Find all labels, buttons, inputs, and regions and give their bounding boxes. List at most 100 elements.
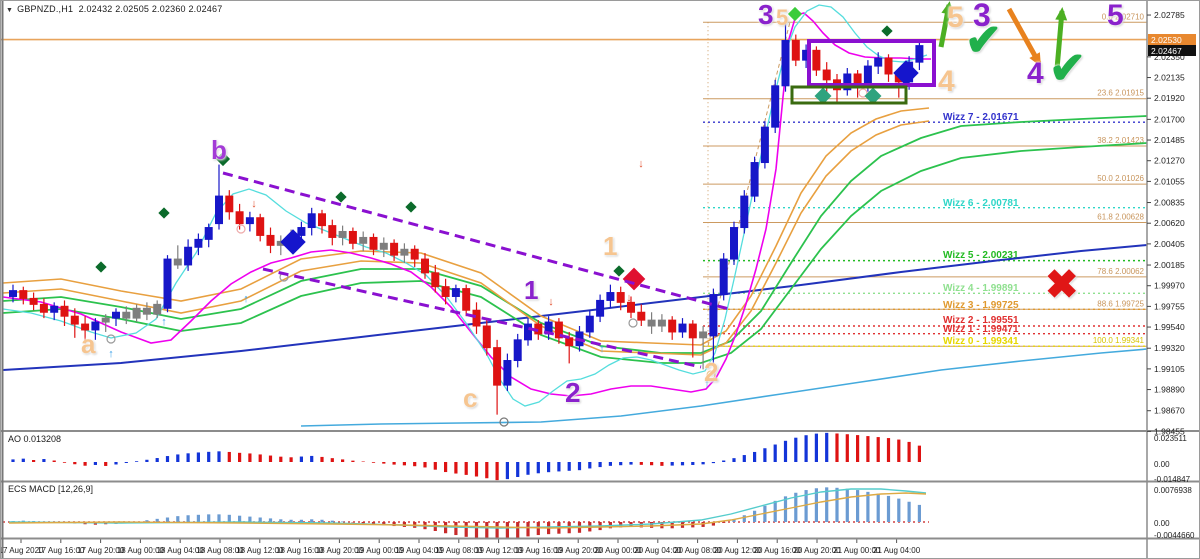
svg-text:2.01270: 2.01270 <box>1154 156 1185 166</box>
fractal-up-arrow-icon: ↑ <box>243 293 249 305</box>
annotation-wave-1-purple: 1 <box>524 275 539 305</box>
svg-text:19 Aug 08:00: 19 Aug 08:00 <box>435 546 483 555</box>
macd-line <box>8 488 927 529</box>
fractal-down-arrow-icon: ↓ <box>548 296 554 308</box>
svg-text:100.0 1.99341: 100.0 1.99341 <box>1093 336 1145 345</box>
svg-text:0.00: 0.00 <box>1154 519 1170 528</box>
diamond-marker <box>335 191 347 203</box>
svg-text:2.00835: 2.00835 <box>1154 198 1185 208</box>
fractal-up-arrow-icon: ↑ <box>599 343 605 355</box>
diamond-marker <box>158 207 170 219</box>
annotation-wave-c: c <box>463 383 478 413</box>
swing-circle-marker <box>628 318 638 328</box>
price-levels: 0.0 2.02710 23.6 2.01915 38.2 2.01423 50.0 … <box>1 12 1147 347</box>
svg-text:1.99970: 1.99970 <box>1154 281 1185 291</box>
svg-text:2.02467: 2.02467 <box>1151 46 1182 56</box>
svg-text:-0.0044660: -0.0044660 <box>1154 531 1195 540</box>
svg-text:Wizz 5 - 2.00231: Wizz 5 - 2.00231 <box>943 250 1019 261</box>
svg-text:2.02135: 2.02135 <box>1154 73 1185 83</box>
svg-text:2.02785: 2.02785 <box>1154 10 1185 20</box>
svg-text:1.98890: 1.98890 <box>1154 385 1185 395</box>
annotation-wave-5-purple: 5 <box>1107 0 1124 32</box>
svg-text:21 Aug 00:00: 21 Aug 00:00 <box>833 546 881 555</box>
cross-icon: ✖ <box>1045 263 1079 307</box>
svg-text:2.02350: 2.02350 <box>1154 52 1185 62</box>
ma-navy-slow <box>2 244 1148 371</box>
svg-text:2.01700: 2.01700 <box>1154 114 1185 124</box>
svg-text:19 Aug 16:00: 19 Aug 16:00 <box>515 546 563 555</box>
macd-signal-line <box>8 492 927 529</box>
price-badge <box>1148 45 1196 56</box>
ma-cyan-slow <box>300 348 1148 427</box>
svg-text:Wizz 7 - 2.01671: Wizz 7 - 2.01671 <box>943 112 1019 123</box>
ao-panel <box>11 432 922 481</box>
annotation-wave-2-orange: 2 <box>704 357 719 387</box>
svg-text:0.00: 0.00 <box>1154 460 1170 469</box>
svg-text:2.00620: 2.00620 <box>1154 218 1185 228</box>
channel-upper <box>222 171 730 311</box>
svg-text:18 Aug 04:00: 18 Aug 04:00 <box>157 546 205 555</box>
diamond-marker <box>280 229 306 255</box>
svg-text:18 Aug 00:00: 18 Aug 00:00 <box>117 546 165 555</box>
svg-text:Wizz 1 - 1.99471: Wizz 1 - 1.99471 <box>943 324 1019 335</box>
drawing-objects <box>222 1 1068 369</box>
svg-text:17 Aug 20:00: 17 Aug 20:00 <box>77 546 125 555</box>
annotation-wave-2-purple: 2 <box>565 377 581 408</box>
svg-text:78.6 2.00062: 78.6 2.00062 <box>1097 267 1144 276</box>
svg-text:19 Aug 12:00: 19 Aug 12:00 <box>475 546 523 555</box>
diamond-marker <box>881 25 893 37</box>
ma-green-upper <box>2 115 1148 354</box>
svg-text:Wizz 3 - 1.99725: Wizz 3 - 1.99725 <box>943 300 1019 311</box>
svg-text:1.98670: 1.98670 <box>1154 406 1185 416</box>
svg-text:0.023511: 0.023511 <box>1154 434 1187 443</box>
diamond-marker <box>814 87 832 105</box>
ma-green-lower <box>2 142 1148 364</box>
diamond-marker <box>95 261 107 273</box>
chart-markers: ↑ ↑ ↑ ↑ ↑ ↓ ↓ ↓ ↓ <box>95 6 919 427</box>
diamond-marker <box>864 87 882 105</box>
price-badge <box>1148 34 1196 45</box>
svg-text:38.2 2.01423: 38.2 2.01423 <box>1097 136 1144 145</box>
check-icon-2: ✔ <box>1049 44 1086 93</box>
candles <box>9 18 924 415</box>
annotation-wave-4-purple: 4 <box>1027 57 1044 90</box>
support-box-green <box>790 85 908 105</box>
annotation-wave-3-purple: 3 <box>758 0 774 30</box>
fractal-up-arrow-icon: ↑ <box>704 378 710 390</box>
swing-circle-marker <box>706 370 716 380</box>
ma-magenta <box>2 12 931 397</box>
svg-text:-0.014847: -0.014847 <box>1154 475 1191 484</box>
annotation-wave-3-purple-2: 3 <box>973 0 991 33</box>
svg-text:19 Aug 04:00: 19 Aug 04:00 <box>395 546 443 555</box>
fractal-down-arrow-icon: ↓ <box>251 198 257 210</box>
annotation-wave-5-orange-small: 5 <box>776 5 789 30</box>
svg-text:2.01055: 2.01055 <box>1154 176 1185 186</box>
swing-circle-marker <box>499 417 509 427</box>
svg-text:Wizz 4 - 1.99891: Wizz 4 - 1.99891 <box>943 283 1019 294</box>
svg-text:18 Aug 16:00: 18 Aug 16:00 <box>276 546 324 555</box>
fractal-down-arrow-icon: ↓ <box>626 292 632 304</box>
svg-text:1.98455: 1.98455 <box>1154 426 1185 436</box>
svg-text:20 Aug 00:00: 20 Aug 00:00 <box>594 546 642 555</box>
annotation-wave-1-orange: 1 <box>603 231 618 261</box>
svg-text:21 Aug 04:00: 21 Aug 04:00 <box>873 546 921 555</box>
svg-text:0.0 2.02710: 0.0 2.02710 <box>1102 12 1145 21</box>
ma-orange-lower <box>2 120 930 356</box>
svg-text:2.00185: 2.00185 <box>1154 260 1185 270</box>
svg-text:50.0 2.01026: 50.0 2.01026 <box>1097 174 1144 183</box>
svg-text:2.00405: 2.00405 <box>1154 239 1185 249</box>
svg-text:2.02530: 2.02530 <box>1151 35 1182 45</box>
svg-text:61.8 2.00628: 61.8 2.00628 <box>1097 212 1144 221</box>
swing-circle-marker <box>236 224 246 234</box>
svg-text:20 Aug 16:00: 20 Aug 16:00 <box>754 546 802 555</box>
svg-text:1.99320: 1.99320 <box>1154 343 1185 353</box>
svg-text:18 Aug 12:00: 18 Aug 12:00 <box>236 546 284 555</box>
diamond-marker <box>613 265 625 277</box>
svg-text:18 Aug 20:00: 18 Aug 20:00 <box>316 546 364 555</box>
svg-text:1.99105: 1.99105 <box>1154 364 1185 374</box>
svg-text:2.01920: 2.01920 <box>1154 93 1185 103</box>
